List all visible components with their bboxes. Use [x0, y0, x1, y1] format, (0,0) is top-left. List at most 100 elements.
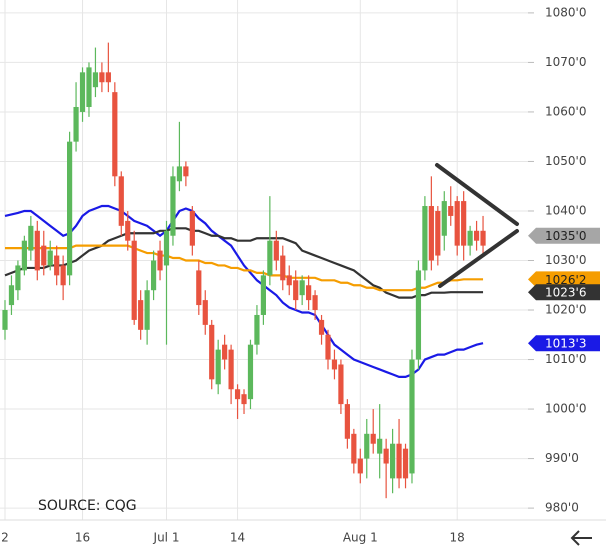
candle-body — [8, 285, 15, 306]
candle-body — [370, 433, 376, 444]
candle-body — [390, 443, 396, 479]
candle-body — [170, 176, 176, 236]
candle-body — [209, 324, 215, 380]
candle-body — [150, 260, 157, 291]
candle-body — [241, 394, 247, 405]
candle-body — [344, 404, 350, 439]
y-tick-label: 1080'0 — [545, 5, 586, 19]
candle-body — [47, 250, 53, 266]
price-label-box — [528, 335, 600, 352]
candle-body — [99, 72, 105, 83]
candle-body — [189, 210, 195, 246]
candle-body — [54, 255, 60, 276]
y-tick-label: 980'0 — [545, 501, 579, 515]
candle-body — [299, 280, 305, 296]
candle-body — [267, 240, 273, 276]
candle-body — [196, 270, 202, 306]
candle-body — [41, 245, 47, 266]
candle-body — [415, 270, 422, 360]
source-note: SOURCE: CQG — [38, 498, 137, 514]
candle-body — [215, 349, 221, 385]
candle-body — [428, 206, 434, 261]
y-tick-label: 1060'0 — [545, 104, 586, 118]
candle-body — [34, 230, 40, 271]
candle-body — [176, 166, 183, 182]
candle-body — [79, 72, 86, 112]
price-label-text: 1035'0 — [545, 229, 586, 243]
y-tick-label: 1050'0 — [545, 154, 586, 168]
x-tick-label: Aug 1 — [343, 531, 378, 545]
candle-body — [202, 300, 208, 325]
candle-body — [441, 201, 447, 236]
price-label-box — [528, 227, 600, 244]
arrow-head — [570, 530, 580, 546]
candle-body — [125, 220, 131, 241]
candle-body — [86, 67, 92, 107]
y-tick-label: 1010'0 — [545, 352, 586, 366]
candle-body — [293, 280, 299, 301]
candle-body — [15, 265, 21, 291]
back-arrow[interactable] — [570, 530, 592, 546]
pennant-annotation — [435, 163, 519, 288]
candle-body — [377, 438, 383, 454]
x-tick-label: 16 — [75, 531, 90, 545]
candle-body — [28, 225, 34, 251]
candle-body — [448, 206, 454, 216]
pennant-line — [435, 163, 519, 226]
candle-body — [92, 72, 99, 88]
candles — [2, 42, 486, 499]
x-tick-label: 18 — [450, 531, 465, 545]
candle-body — [306, 285, 312, 301]
moving-average-line — [4, 204, 484, 378]
candle-body — [402, 448, 409, 479]
candle-body — [112, 92, 118, 177]
candle-body — [144, 290, 150, 330]
candle-body — [254, 314, 260, 345]
candle-body — [364, 433, 370, 459]
y-tick-label: 1040'0 — [545, 203, 586, 217]
candle-body — [2, 310, 8, 330]
y-tick-label: 990'0 — [545, 451, 579, 465]
moving-average-line — [4, 227, 484, 299]
candle-body — [21, 240, 27, 271]
grid — [0, 0, 528, 520]
y-tick-label: 1070'0 — [545, 55, 586, 69]
moving-average-line — [5, 244, 484, 292]
price-label-box — [528, 271, 600, 288]
candle-body — [131, 240, 137, 320]
candle-body — [163, 230, 170, 266]
candle-body — [157, 250, 163, 271]
price-label-text: 1026'2 — [545, 273, 586, 287]
candle-body — [234, 389, 241, 400]
y-tick-label: 1020'0 — [545, 303, 586, 317]
price-label-text: 1023'6 — [545, 286, 586, 300]
candle-body — [409, 359, 415, 474]
candle-body — [73, 106, 79, 142]
candle-body — [67, 141, 73, 276]
candle-body — [260, 275, 266, 315]
candle-body — [351, 433, 357, 464]
candle-body — [280, 255, 286, 281]
x-tick-label: Jul 1 — [153, 531, 180, 545]
candle-body — [473, 230, 480, 241]
candle-body — [183, 166, 189, 177]
candle-body — [357, 458, 363, 474]
candle-body — [286, 275, 292, 286]
candle-body — [247, 344, 254, 400]
moving-averages — [4, 204, 484, 378]
candle-body — [467, 230, 473, 246]
candle-body — [422, 206, 428, 271]
price-label-text: 1013'3 — [545, 337, 586, 351]
candle-body — [138, 300, 144, 330]
candle-body — [338, 364, 344, 405]
candle-body — [222, 344, 228, 360]
candle-body — [383, 448, 389, 464]
candle-body — [105, 72, 111, 83]
candle-body — [435, 210, 441, 256]
candle-body — [273, 240, 279, 261]
candle-body — [325, 334, 331, 360]
candle-body — [396, 443, 402, 479]
candle-body — [454, 201, 460, 246]
candle-body — [312, 295, 318, 311]
